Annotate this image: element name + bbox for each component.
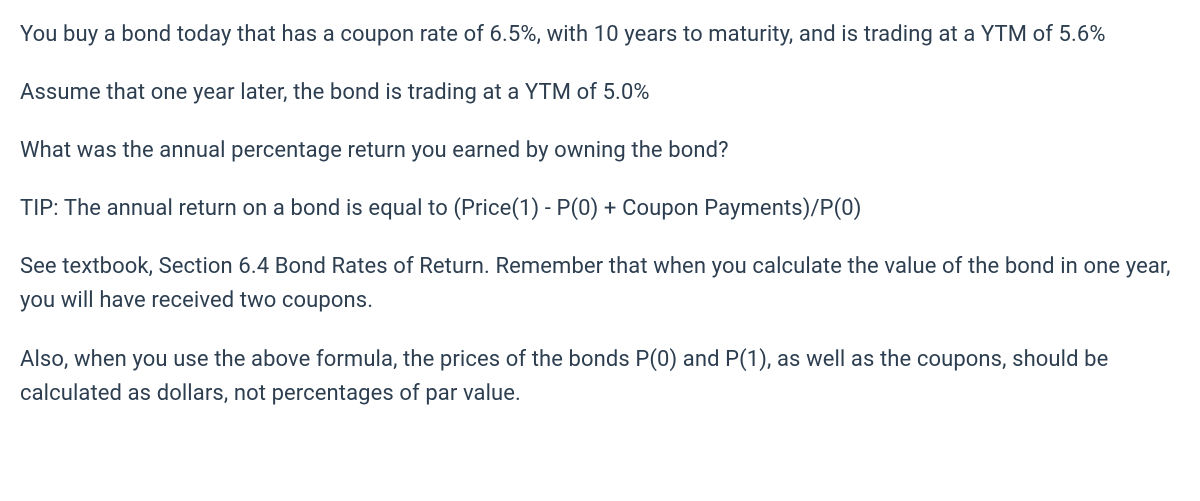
paragraph-intro: You buy a bond today that has a coupon r… — [20, 18, 1180, 52]
question-container: You buy a bond today that has a coupon r… — [20, 18, 1180, 411]
paragraph-tip: TIP: The annual return on a bond is equa… — [20, 192, 1180, 226]
paragraph-assumption: Assume that one year later, the bond is … — [20, 76, 1180, 110]
paragraph-note: Also, when you use the above formula, th… — [20, 343, 1180, 411]
paragraph-question: What was the annual percentage return yo… — [20, 134, 1180, 168]
paragraph-reference: See textbook, Section 6.4 Bond Rates of … — [20, 250, 1180, 318]
